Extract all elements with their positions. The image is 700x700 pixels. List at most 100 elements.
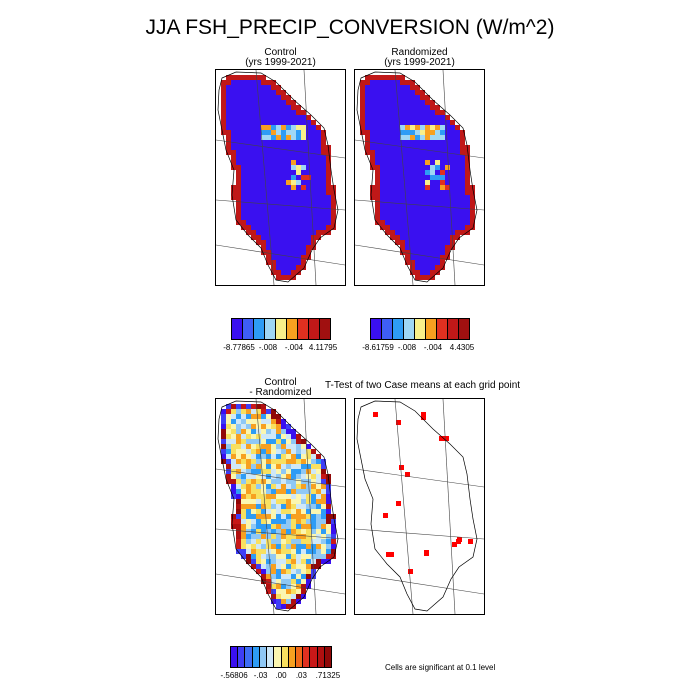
graticule-line [355,139,484,159]
grid-cell [231,434,236,439]
grid-cell [276,539,281,544]
grid-cell [311,454,316,459]
grid-cell [296,195,301,200]
grid-cell [321,529,326,534]
grid-cell [445,210,450,215]
grid-cell [256,534,261,539]
grid-cell [445,250,450,255]
grid-cell [286,449,291,454]
grid-cell [306,579,311,584]
grid-cell [400,225,405,230]
grid-cell [390,75,395,80]
grid-cell [236,105,241,110]
randomized-map-panel [354,69,485,286]
grid-cell [326,514,331,519]
grid-cell [251,165,256,170]
grid-cell [400,165,405,170]
grid-cell [395,165,400,170]
grid-cell [236,494,241,499]
grid-cell [321,135,326,140]
grid-cell [271,105,276,110]
grid-cell [399,465,404,470]
grid-cell [256,90,261,95]
grid-cell [410,85,415,90]
grid-cell [415,240,420,245]
grid-cell [405,135,410,140]
grid-cell [331,524,336,529]
grid-cell [385,125,390,130]
grid-cell [266,235,271,240]
grid-cell [281,165,286,170]
grid-cell [281,105,286,110]
grid-cell [321,479,326,484]
grid-cell [266,155,271,160]
grid-cell [430,240,435,245]
grid-cell [256,85,261,90]
grid-cell [261,469,266,474]
grid-cell [420,260,425,265]
grid-cell [291,120,296,125]
grid-cell [405,200,410,205]
grid-cell [281,175,286,180]
grid-cell [450,190,455,195]
grid-cell [450,200,455,205]
grid-cell [276,160,281,165]
grid-cell [460,195,465,200]
grid-cell [375,155,380,160]
grid-cell [296,220,301,225]
grid-cell [221,444,226,449]
grid-cell [360,100,365,105]
grid-cell [415,255,420,260]
graticule-line [394,399,414,614]
grid-cell [241,544,246,549]
grid-cell [276,240,281,245]
grid-cell [450,160,455,165]
grid-cell [375,95,380,100]
graticule-line [216,139,345,159]
grid-cell [420,170,425,175]
grid-cell [251,145,256,150]
grid-cell [266,554,271,559]
grid-cell [221,439,226,444]
grid-cell [445,195,450,200]
grid-cell [236,130,241,135]
grid-cell [286,260,291,265]
grid-cell [236,454,241,459]
grid-cell [410,180,415,185]
grid-cell [311,130,316,135]
grid-cell [311,145,316,150]
grid-cell [326,195,331,200]
grid-cell [301,504,306,509]
control-colorbar-swatch [265,319,276,339]
grid-cell [286,484,291,489]
grid-cell [241,120,246,125]
grid-cell [395,225,400,230]
grid-cell [440,225,445,230]
grid-cell [241,509,246,514]
grid-cell [271,270,276,275]
diff-colorbar-swatch [288,647,296,667]
grid-cell [276,594,281,599]
grid-cell [246,180,251,185]
grid-cell [261,479,266,484]
grid-cell [236,75,241,80]
grid-cell [380,170,385,175]
grid-cell [296,474,301,479]
grid-cell [306,215,311,220]
grid-cell [266,484,271,489]
grid-cell [410,135,415,140]
grid-cell [321,215,326,220]
grid-cell [241,554,246,559]
grid-cell [266,579,271,584]
randomized-colorbar-label: -.008 [397,343,417,352]
grid-cell [321,559,326,564]
grid-cell [316,454,321,459]
randomized-colorbar-swatch [393,319,404,339]
grid-cell [385,160,390,165]
grid-cell [316,185,321,190]
grid-cell [281,100,286,105]
grid-cell [301,160,306,165]
grid-cell [226,145,231,150]
grid-cell [435,195,440,200]
grid-cell [430,260,435,265]
